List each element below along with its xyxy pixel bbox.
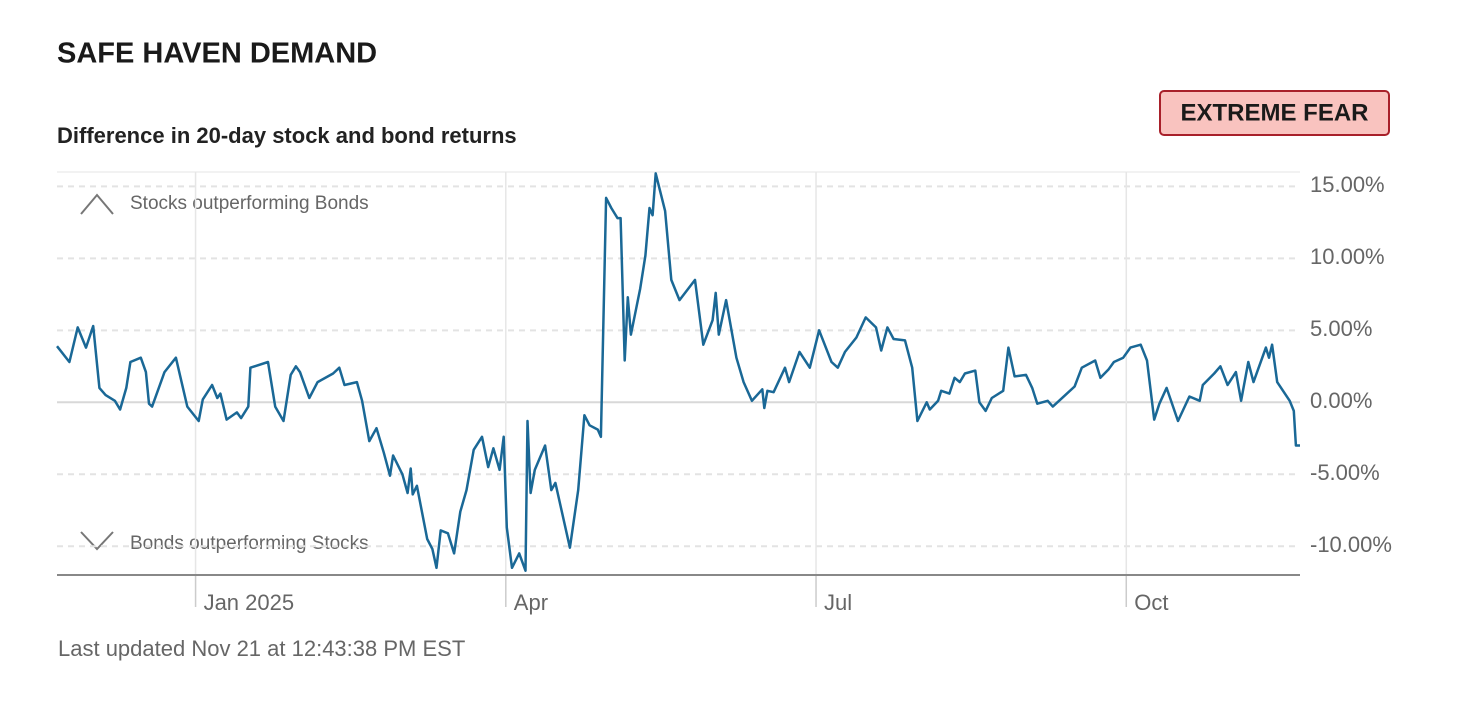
chart-title: SAFE HAVEN DEMAND — [57, 38, 377, 70]
y-tick-label: -5.00% — [1310, 460, 1380, 485]
badge-label: EXTREME FEAR — [1180, 99, 1368, 126]
up-chevron — [80, 193, 114, 215]
badge-box — [1159, 90, 1390, 136]
y-tick-label: 0.00% — [1310, 388, 1372, 413]
data-line — [56, 172, 1300, 572]
x-tick-label: Apr — [514, 590, 548, 615]
y-tick-label: 5.00% — [1310, 316, 1372, 341]
x-tick-label: Jan 2025 — [204, 590, 295, 615]
x-tick-label: Oct — [1134, 590, 1168, 615]
chart-subtitle: Difference in 20-day stock and bond retu… — [57, 123, 517, 148]
x-tick-label: Jul — [824, 590, 852, 615]
y-tick-label: 10.00% — [1310, 244, 1385, 269]
y-tick-label: 15.00% — [1310, 172, 1385, 197]
footnote: Last updated Nov 21 at 12:43:38 PM EST — [58, 636, 465, 661]
down-chevron — [80, 531, 114, 551]
y-tick-label: -10.00% — [1310, 532, 1392, 557]
annotation: Bonds outperforming Stocks — [130, 533, 369, 554]
annotation: Stocks outperforming Bonds — [130, 193, 369, 214]
